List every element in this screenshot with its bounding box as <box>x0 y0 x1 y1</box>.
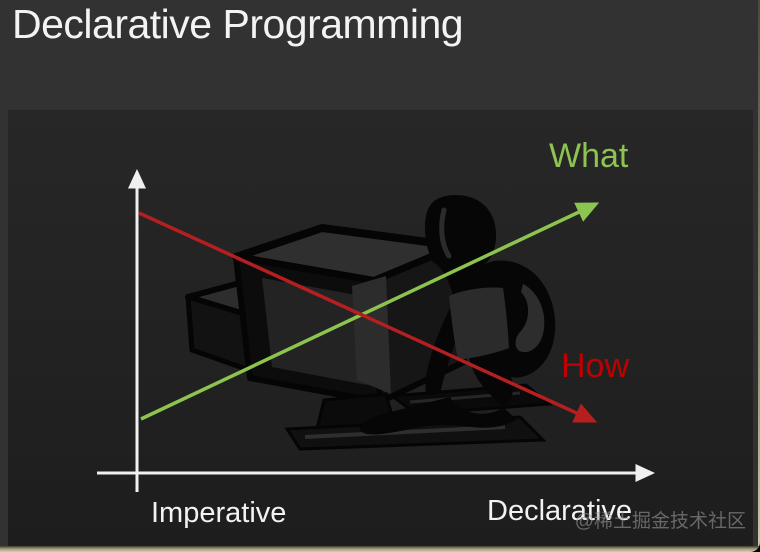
what-line <box>140 202 600 421</box>
imperative-axis-label: Imperative <box>151 497 287 529</box>
person-at-computer-illustration <box>185 194 556 451</box>
slide-bottom-edge <box>0 546 760 552</box>
what-label: What <box>549 137 629 175</box>
person-clipart <box>359 194 556 435</box>
axes <box>97 169 655 492</box>
how-line <box>138 211 598 423</box>
page-title: Declarative Programming <box>12 1 464 47</box>
declarative-axis-label: Declarative <box>487 495 633 527</box>
how-label: How <box>561 347 630 385</box>
watermark: @稀土掘金技术社区 <box>574 511 746 532</box>
slide-right-edge <box>758 0 760 548</box>
